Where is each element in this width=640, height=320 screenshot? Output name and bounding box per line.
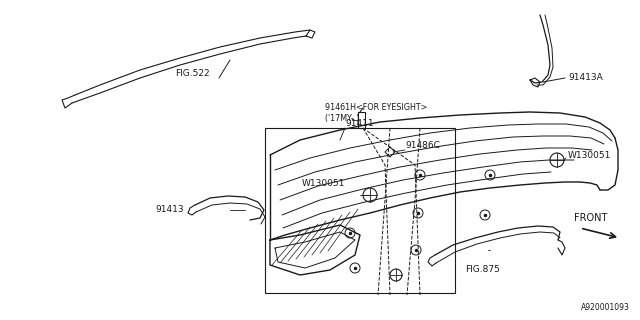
- Text: 91413: 91413: [155, 205, 184, 214]
- Text: ('17MY- ): ('17MY- ): [325, 114, 360, 123]
- Text: 91461H<FOR EYESIGHT>: 91461H<FOR EYESIGHT>: [325, 103, 428, 113]
- Text: FIG.875: FIG.875: [465, 266, 500, 275]
- Text: W130051: W130051: [302, 179, 346, 188]
- Text: 91411: 91411: [345, 119, 374, 129]
- Bar: [265, 128, 455, 293]
- Text: FIG.522: FIG.522: [175, 69, 210, 78]
- Text: A920001093: A920001093: [581, 303, 630, 312]
- Text: 91486C: 91486C: [405, 140, 440, 149]
- Text: 91413A: 91413A: [568, 74, 603, 83]
- Text: W130051: W130051: [568, 150, 611, 159]
- Text: FRONT: FRONT: [574, 213, 607, 223]
